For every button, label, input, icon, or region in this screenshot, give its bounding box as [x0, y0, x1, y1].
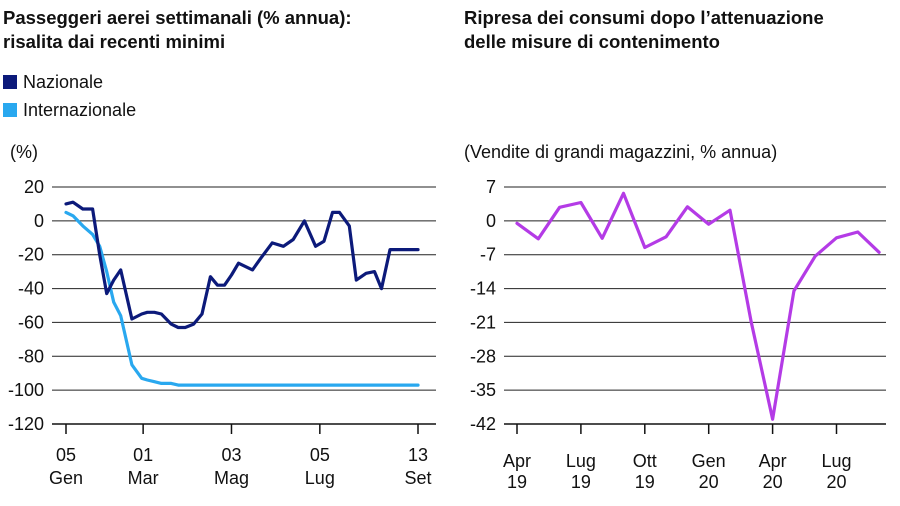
left-title-line-2: risalita dai recenti minimi [3, 31, 226, 52]
right-title-line-1: Ripresa dei consumi dopo l’attenuazione [464, 7, 824, 28]
left-x-tick-label: 05 [56, 445, 76, 465]
right-y-tick-label: 7 [486, 177, 496, 197]
left-y-tick-label: -80 [18, 346, 44, 366]
left-y-tick-label: -40 [18, 279, 44, 299]
legend-item-internazionale: Internazionale [3, 96, 136, 124]
left-x-tick-label: 13 [408, 445, 428, 465]
right-y-tick-label: -14 [470, 279, 496, 299]
right-unit-label: (Vendite di grandi magazzini, % annua) [464, 142, 778, 162]
left-x-tick-label: Set [404, 468, 431, 488]
legend-swatch-nazionale [3, 75, 17, 89]
left-chart-panel: Passeggeri aerei settimanali (% annua): … [3, 6, 443, 488]
right-y-tick-label: -28 [470, 346, 496, 366]
left-x-tick-label: 01 [133, 445, 153, 465]
left-y-tick-label: -60 [18, 312, 44, 332]
left-x-tick-label: Mag [214, 468, 249, 488]
left-unit-label: (%) [10, 142, 38, 162]
left-y-tick-label: -100 [8, 380, 44, 400]
left-title-line-1: Passeggeri aerei settimanali (% annua): [3, 7, 352, 28]
right-x-tick-label: Gen [692, 451, 726, 471]
right-x-tick-label: 19 [507, 472, 527, 492]
right-title-line-2: delle misure di contenimento [464, 31, 720, 52]
left-y-tick-label: 20 [24, 177, 44, 197]
right-y-tick-label: -35 [470, 380, 496, 400]
legend-label-nazionale: Nazionale [23, 72, 104, 92]
left-x-tick-label: Lug [305, 468, 335, 488]
right-x-tick-label: Ott [633, 451, 657, 471]
left-y-tick-label: -20 [18, 245, 44, 265]
legend-item-nazionale: Nazionale [3, 68, 136, 96]
series-line-consumi [515, 191, 881, 421]
right-x-tick-label: 19 [571, 472, 591, 492]
left-line-chart: 20 0 -20 -40 -60 -80 -100 -120 05 Gen 01 Mar 03 Mag 05… [8, 177, 436, 488]
left-y-tick-label: -120 [8, 414, 44, 434]
right-x-tick-label: Apr [759, 451, 787, 471]
left-x-tick-label: Mar [128, 468, 159, 488]
left-x-tick-label: Gen [49, 468, 83, 488]
right-chart-panel: Ripresa dei consumi dopo l’attenuazione … [450, 0, 900, 506]
right-y-tick-label: -42 [470, 414, 496, 434]
left-x-tick-label: 03 [221, 445, 241, 465]
right-x-tick-label: 19 [635, 472, 655, 492]
series-line-nazionale [64, 200, 420, 330]
legend-label-internazionale: Internazionale [23, 100, 137, 120]
right-chart-title: Ripresa dei consumi dopo l’attenuazione … [464, 6, 900, 54]
left-legend: Nazionale Internazionale [3, 68, 136, 124]
right-x-tick-label: Apr [503, 451, 531, 471]
left-y-tick-label: 0 [34, 211, 44, 231]
legend-swatch-internazionale [3, 103, 17, 117]
series-line-internazionale [64, 210, 420, 387]
left-chart-title: Passeggeri aerei settimanali (% annua): … [3, 6, 443, 54]
left-x-tick-label: 05 [310, 445, 330, 465]
right-line-chart: 70-7-14-21-28-35-42Apr19Lug19Ott19Gen20A… [470, 177, 886, 492]
right-y-tick-label: 0 [486, 211, 496, 231]
right-y-tick-label: -7 [480, 245, 496, 265]
right-x-tick-label: 20 [699, 472, 719, 492]
right-x-tick-label: 20 [826, 472, 846, 492]
right-x-tick-label: Lug [821, 451, 851, 471]
right-y-tick-label: -21 [470, 312, 496, 332]
right-x-tick-label: 20 [763, 472, 783, 492]
right-x-tick-label: Lug [566, 451, 596, 471]
